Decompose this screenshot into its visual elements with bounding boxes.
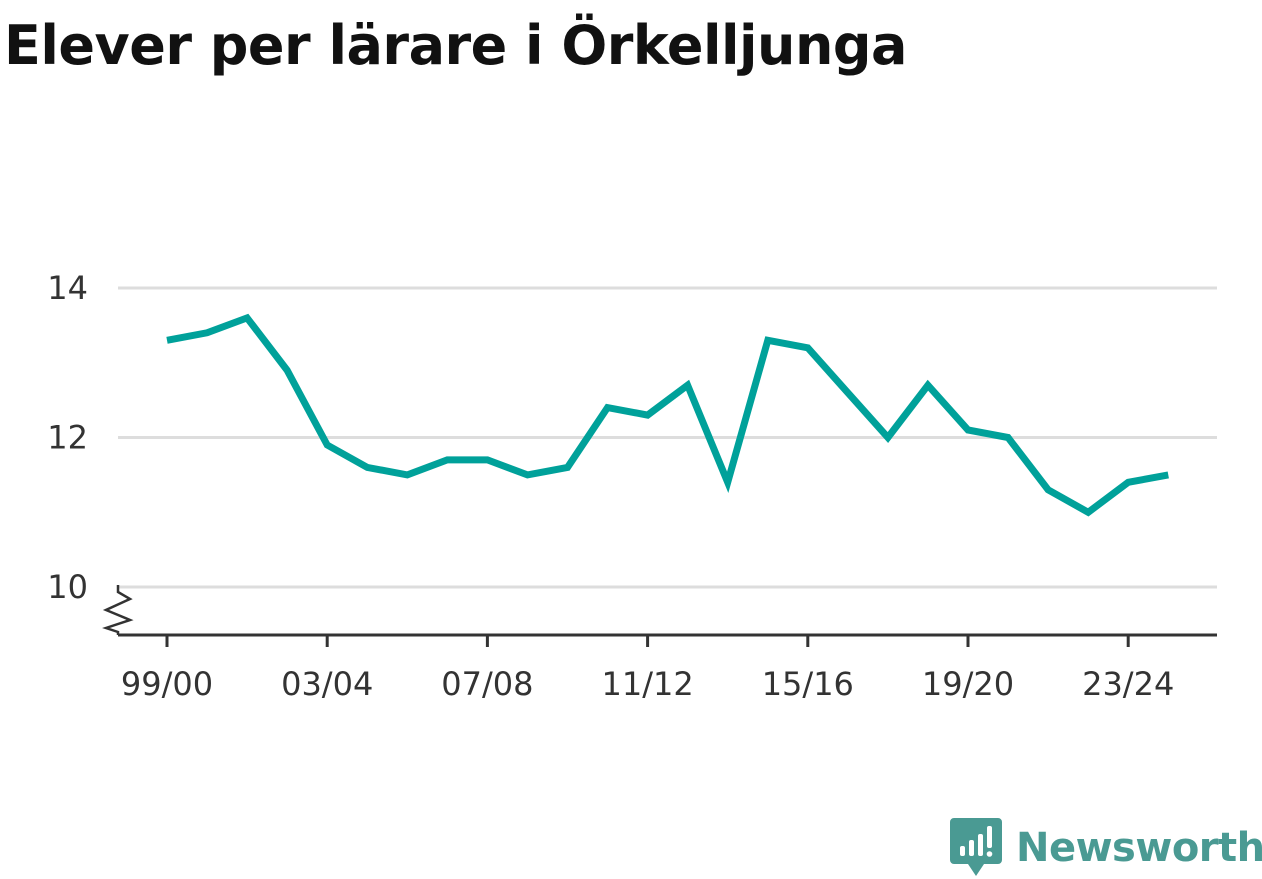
x-tick-label: 15/16 <box>762 665 854 703</box>
line-chart: 10 12 14 99/00 03/04 07/08 11/12 15/16 19/20 23/… <box>47 269 1217 703</box>
x-tick-label: 03/04 <box>281 665 373 703</box>
x-tick-label: 07/08 <box>441 665 533 703</box>
y-axis-break <box>102 585 134 635</box>
y-axis: 10 12 14 <box>47 269 134 635</box>
chart-title: Elever per lärare i Örkelljunga <box>4 14 908 77</box>
y-tick-label: 10 <box>47 568 88 606</box>
y-tick-label: 14 <box>47 269 88 307</box>
series-line-0 <box>166 313 1169 517</box>
newsworthy-logo-icon <box>950 818 1002 876</box>
x-tick-label: 99/00 <box>121 665 213 703</box>
x-tick-label: 19/20 <box>922 665 1014 703</box>
y-tick-label: 12 <box>47 419 88 457</box>
gridlines <box>118 286 1217 589</box>
x-tick-label: 23/24 <box>1082 665 1174 703</box>
x-axis: 99/00 03/04 07/08 11/12 15/16 19/20 23/24 <box>118 633 1217 703</box>
brand-name: Newsworthy <box>1016 825 1262 871</box>
series-layer <box>166 313 1169 517</box>
brand-logo: Newsworthy <box>950 818 1262 878</box>
x-tick-label: 11/12 <box>601 665 693 703</box>
